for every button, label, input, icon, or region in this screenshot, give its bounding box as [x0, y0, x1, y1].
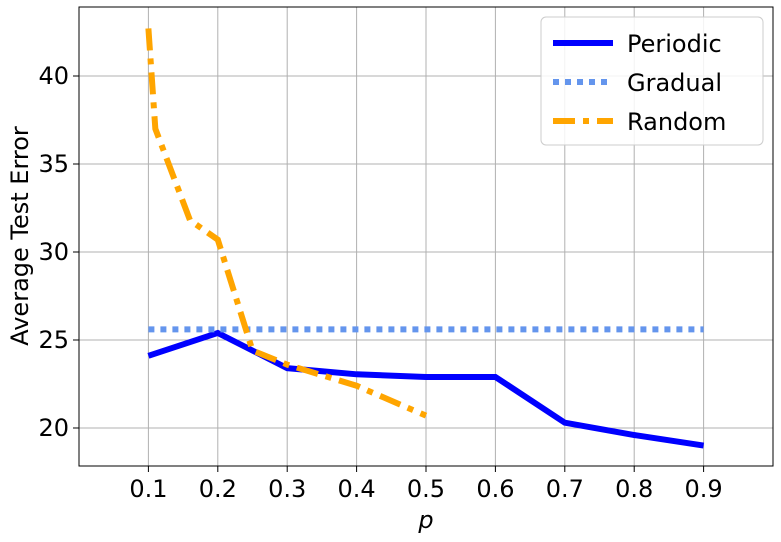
x-axis-label: p: [417, 506, 433, 534]
x-tick-label: 0.5: [407, 475, 445, 503]
x-tick-label: 0.1: [129, 475, 167, 503]
x-tick-label: 0.3: [268, 475, 306, 503]
series-line: [145, 28, 428, 419]
y-axis-label: Average Test Error: [6, 126, 34, 346]
legend-box: [540, 16, 764, 146]
x-tick-label: 0.7: [546, 475, 584, 503]
series-line: [147, 329, 705, 449]
y-tick-label: 30: [38, 238, 69, 266]
y-tick-label: 25: [38, 326, 69, 354]
x-tick-label: 0.4: [338, 475, 376, 503]
legend-label: Periodic: [627, 30, 722, 58]
x-tick-label: 0.8: [615, 475, 653, 503]
x-tick-label: 0.9: [685, 475, 723, 503]
x-tick-label: 0.2: [199, 475, 237, 503]
x-tick-label: 0.6: [476, 475, 514, 503]
y-tick-label: 20: [38, 414, 69, 442]
legend-label: Random: [627, 108, 726, 136]
legend-label: Gradual: [627, 69, 722, 97]
plot-frame: [78, 6, 774, 467]
y-tick-label: 35: [38, 150, 69, 178]
y-tick-label: 40: [38, 62, 69, 90]
